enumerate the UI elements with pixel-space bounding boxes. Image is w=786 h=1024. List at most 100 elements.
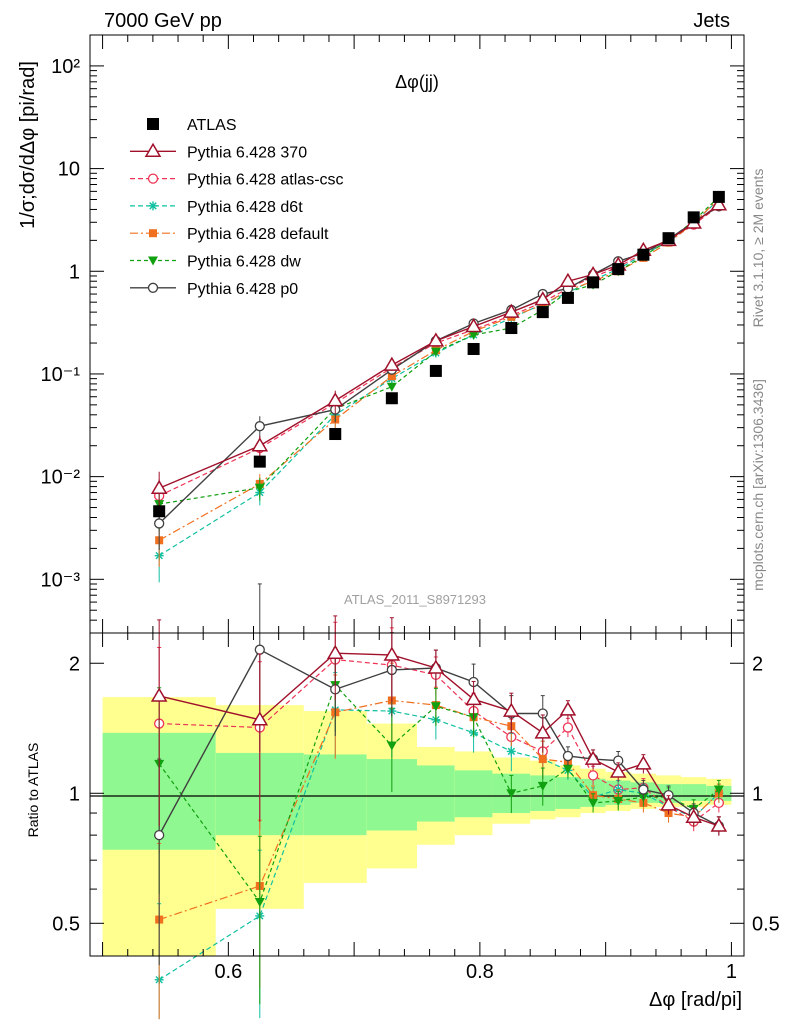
data-point-default xyxy=(387,372,396,381)
main-ytick-label: 10⁻¹ xyxy=(41,364,81,386)
ratio-point-dw xyxy=(562,764,573,774)
legend-entry-default: Pythia 6.428 default xyxy=(130,226,329,243)
ratio-panel: 0.5 0.5 1 1 2 2 0.6 0.8 1 Ratio to ATLAS Δφ [ra… xyxy=(25,583,780,1020)
ratio-point-p370 xyxy=(427,659,445,674)
ratio-point-p370 xyxy=(559,701,577,716)
legend: ATLAS Pythia 6.428 370 Pythia 6.428 atlas-… xyxy=(130,117,344,298)
series-line-d6t xyxy=(158,199,720,557)
ratio-point-p370 xyxy=(584,750,602,765)
data-point-dw xyxy=(430,347,441,357)
ratio-point-p0 xyxy=(254,644,265,655)
data-point-p0 xyxy=(254,421,265,432)
data-point-atlas xyxy=(612,263,625,276)
header-left: 7000 GeV pp xyxy=(104,10,222,32)
data-point-p370 xyxy=(383,356,401,371)
star-stroke xyxy=(149,202,157,210)
data-point-p370 xyxy=(503,303,520,318)
legend-entry-p370: Pythia 6.428 370 xyxy=(130,142,307,161)
ratio-ytick-label-left: 1 xyxy=(69,783,80,805)
legend-entry-atlascsc: Pythia 6.428 atlas-csc xyxy=(130,172,344,189)
watermark: ATLAS_2011_S8971293 xyxy=(344,592,486,607)
ratio-frame xyxy=(89,632,745,957)
ratio-ytick-label-left: 2 xyxy=(69,653,80,675)
ratio-line-default xyxy=(158,699,720,921)
ratio-series xyxy=(150,583,728,1020)
data-point-p370 xyxy=(150,479,168,495)
ratio-bands xyxy=(102,697,732,956)
ratio-point-p370 xyxy=(503,702,520,717)
data-point-atlas xyxy=(329,428,342,441)
legend-label-atlascsc: Pythia 6.428 atlas-csc xyxy=(187,172,344,189)
legend-entry-dw: Pythia 6.428 dw xyxy=(130,254,301,271)
ratio-point-atlascsc xyxy=(587,770,599,781)
main-ytick-label: 10⁻³ xyxy=(41,569,81,591)
x-axis-label: Δφ [rad/pi] xyxy=(649,989,742,1011)
ratio-xtick-label: 1 xyxy=(726,961,737,983)
main-ytick-label: 1 xyxy=(69,261,80,283)
ratio-point-p370 xyxy=(534,724,552,739)
header: 7000 GeV pp Jets xyxy=(104,10,730,32)
ratio-band-inner xyxy=(417,765,455,822)
data-point-atlas xyxy=(153,505,166,518)
ratio-point-dw xyxy=(588,798,599,808)
main-panel: 10⁻³ 10⁻² 10⁻¹ 1 10 10² Δφ(jj) ATLAS_2011_S89… xyxy=(17,34,745,634)
legend-marker-default xyxy=(149,229,157,238)
data-point-dw xyxy=(386,382,397,392)
data-point-p370 xyxy=(465,317,482,333)
ratio-band-inner xyxy=(454,770,493,818)
ratio-point-dw xyxy=(430,702,441,712)
legend-entry-d6t: Pythia 6.428 d6t xyxy=(130,199,303,216)
legend-entry-atlas: ATLAS xyxy=(147,117,237,134)
ratio-point-atlascsc xyxy=(562,722,574,733)
ratio-xtick-label: 0.8 xyxy=(466,961,494,983)
data-point-atlas xyxy=(429,364,442,377)
data-point-p370 xyxy=(710,196,728,211)
main-frame xyxy=(89,34,745,634)
main-ytick-label: 10⁻² xyxy=(41,467,81,489)
data-point-atlas xyxy=(467,342,480,355)
ratio-point-dw xyxy=(713,785,724,795)
data-point-atlas xyxy=(687,211,700,224)
ratio-point-p0 xyxy=(154,829,165,841)
ratio-point-p370 xyxy=(383,646,401,661)
data-point-p370 xyxy=(251,437,269,452)
ratio-band-inner xyxy=(555,777,581,809)
side-label-bottom: mcplots.cern.ch [arXiv:1306.3436] xyxy=(750,379,766,591)
data-point-dw xyxy=(254,483,265,493)
ratio-point-p0 xyxy=(562,750,574,762)
data-point-atlas xyxy=(536,306,549,319)
data-point-atlas xyxy=(505,322,518,335)
ratio-point-dw xyxy=(613,796,624,806)
star-stroke xyxy=(507,747,516,756)
main-series xyxy=(150,190,728,583)
ratio-x-ticks: 0.6 0.8 1 xyxy=(102,633,737,983)
ratio-point-p370 xyxy=(685,808,702,824)
data-point-atlas xyxy=(712,190,725,203)
ratio-point-p0 xyxy=(638,784,649,795)
ratio-ytick-label-left: 0.5 xyxy=(52,913,80,935)
data-point-atlas xyxy=(637,248,650,261)
main-ylabel: 1/σ;dσ/dΔφ [pi/rad] xyxy=(17,61,39,229)
legend-entry-p0: Pythia 6.428 p0 xyxy=(130,281,298,298)
ratio-xtick-label: 0.6 xyxy=(214,961,242,983)
ratio-point-dw xyxy=(254,898,265,908)
ratio-point-p370 xyxy=(609,763,627,778)
legend-marker-p0 xyxy=(147,282,159,293)
ratio-band-inner xyxy=(681,784,707,801)
header-right: Jets xyxy=(693,10,730,32)
legend-label-dw: Pythia 6.428 dw xyxy=(187,254,301,271)
ratio-point-dw xyxy=(386,741,397,751)
ratio-point-dw xyxy=(537,781,548,791)
ratio-point-dw xyxy=(506,789,517,799)
ratio-point-p370 xyxy=(710,817,728,832)
data-point-atlas xyxy=(561,291,574,304)
ratio-ylabel: Ratio to ATLAS xyxy=(25,743,41,838)
data-point-atlas xyxy=(385,392,398,405)
ratio-ytick-label-right: 1 xyxy=(752,783,763,805)
ratio-point-p370 xyxy=(660,796,677,811)
data-point-p370 xyxy=(534,291,552,306)
legend-label-p0: Pythia 6.428 p0 xyxy=(187,281,298,298)
data-point-dw xyxy=(468,330,479,340)
ratio-point-p370 xyxy=(150,687,168,702)
